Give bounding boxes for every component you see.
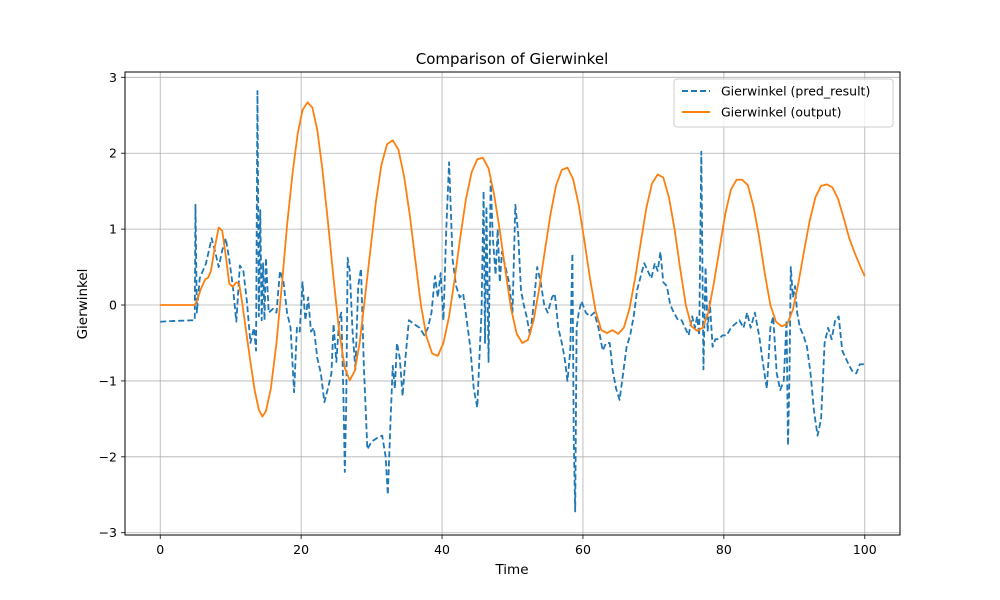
legend-label-pred-result: Gierwinkel (pred_result) <box>721 84 870 99</box>
chart-title: Comparison of Gierwinkel <box>416 50 608 68</box>
x-tick-label: 40 <box>434 542 450 557</box>
y-axis-label: Gierwinkel <box>75 269 91 340</box>
x-tick-label: 20 <box>293 542 309 557</box>
y-tick-label: −2 <box>99 449 117 464</box>
legend-box <box>673 78 894 128</box>
plot-frame <box>124 71 901 536</box>
x-tick-label: 60 <box>575 542 591 557</box>
x-tick-label: 80 <box>716 542 732 557</box>
y-tick-label: 1 <box>109 222 117 237</box>
legend-label-output: Gierwinkel (output) <box>721 105 842 120</box>
y-tick-label: −3 <box>99 525 117 540</box>
x-axis-label: Time <box>494 562 528 578</box>
y-tick-label: 2 <box>109 146 117 161</box>
series-layer <box>160 90 866 513</box>
y-tick-label: 0 <box>109 298 117 313</box>
x-tick-label: 100 <box>853 542 877 557</box>
y-tick-label: 3 <box>109 70 117 85</box>
y-tick-label: −1 <box>99 373 117 388</box>
legend: Gierwinkel (pred_result) Gierwinkel (out… <box>673 78 894 128</box>
x-tick-label: 0 <box>156 542 164 557</box>
ticks: 0 20 40 60 80 100 3 2 1 0 −1 −2 −3 <box>99 70 877 557</box>
series-line-output <box>160 101 866 418</box>
